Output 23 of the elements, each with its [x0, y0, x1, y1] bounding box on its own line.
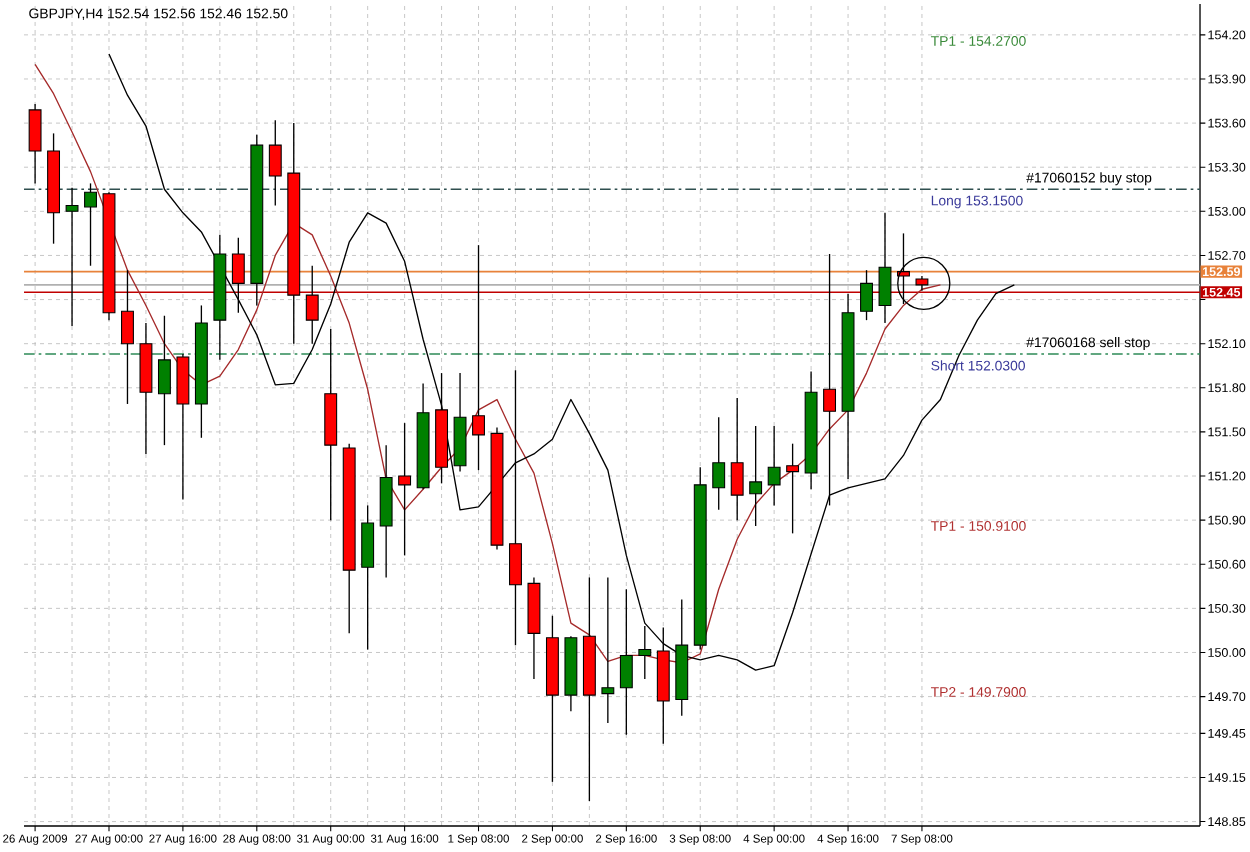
candlestick [305, 265, 319, 345]
candlestick [712, 416, 726, 511]
candlestick [121, 269, 134, 405]
candlestick [601, 576, 615, 724]
candlestick [860, 269, 873, 321]
candlestick [28, 103, 42, 185]
candlestick [619, 588, 633, 736]
candlestick [823, 253, 837, 507]
candlestick [231, 237, 245, 314]
candlestick [398, 422, 412, 557]
candlestick [84, 182, 97, 267]
candlestick [472, 244, 485, 471]
candlestick [749, 425, 763, 527]
candlestick [268, 119, 282, 207]
candlestick [509, 369, 522, 646]
candlestick [767, 425, 781, 507]
candlestick [878, 212, 892, 324]
candlestick [176, 353, 190, 501]
candlestick [361, 504, 375, 651]
candlestick [786, 443, 800, 535]
candlestick [730, 397, 744, 521]
candlestick [157, 315, 171, 446]
candlestick [65, 187, 79, 327]
